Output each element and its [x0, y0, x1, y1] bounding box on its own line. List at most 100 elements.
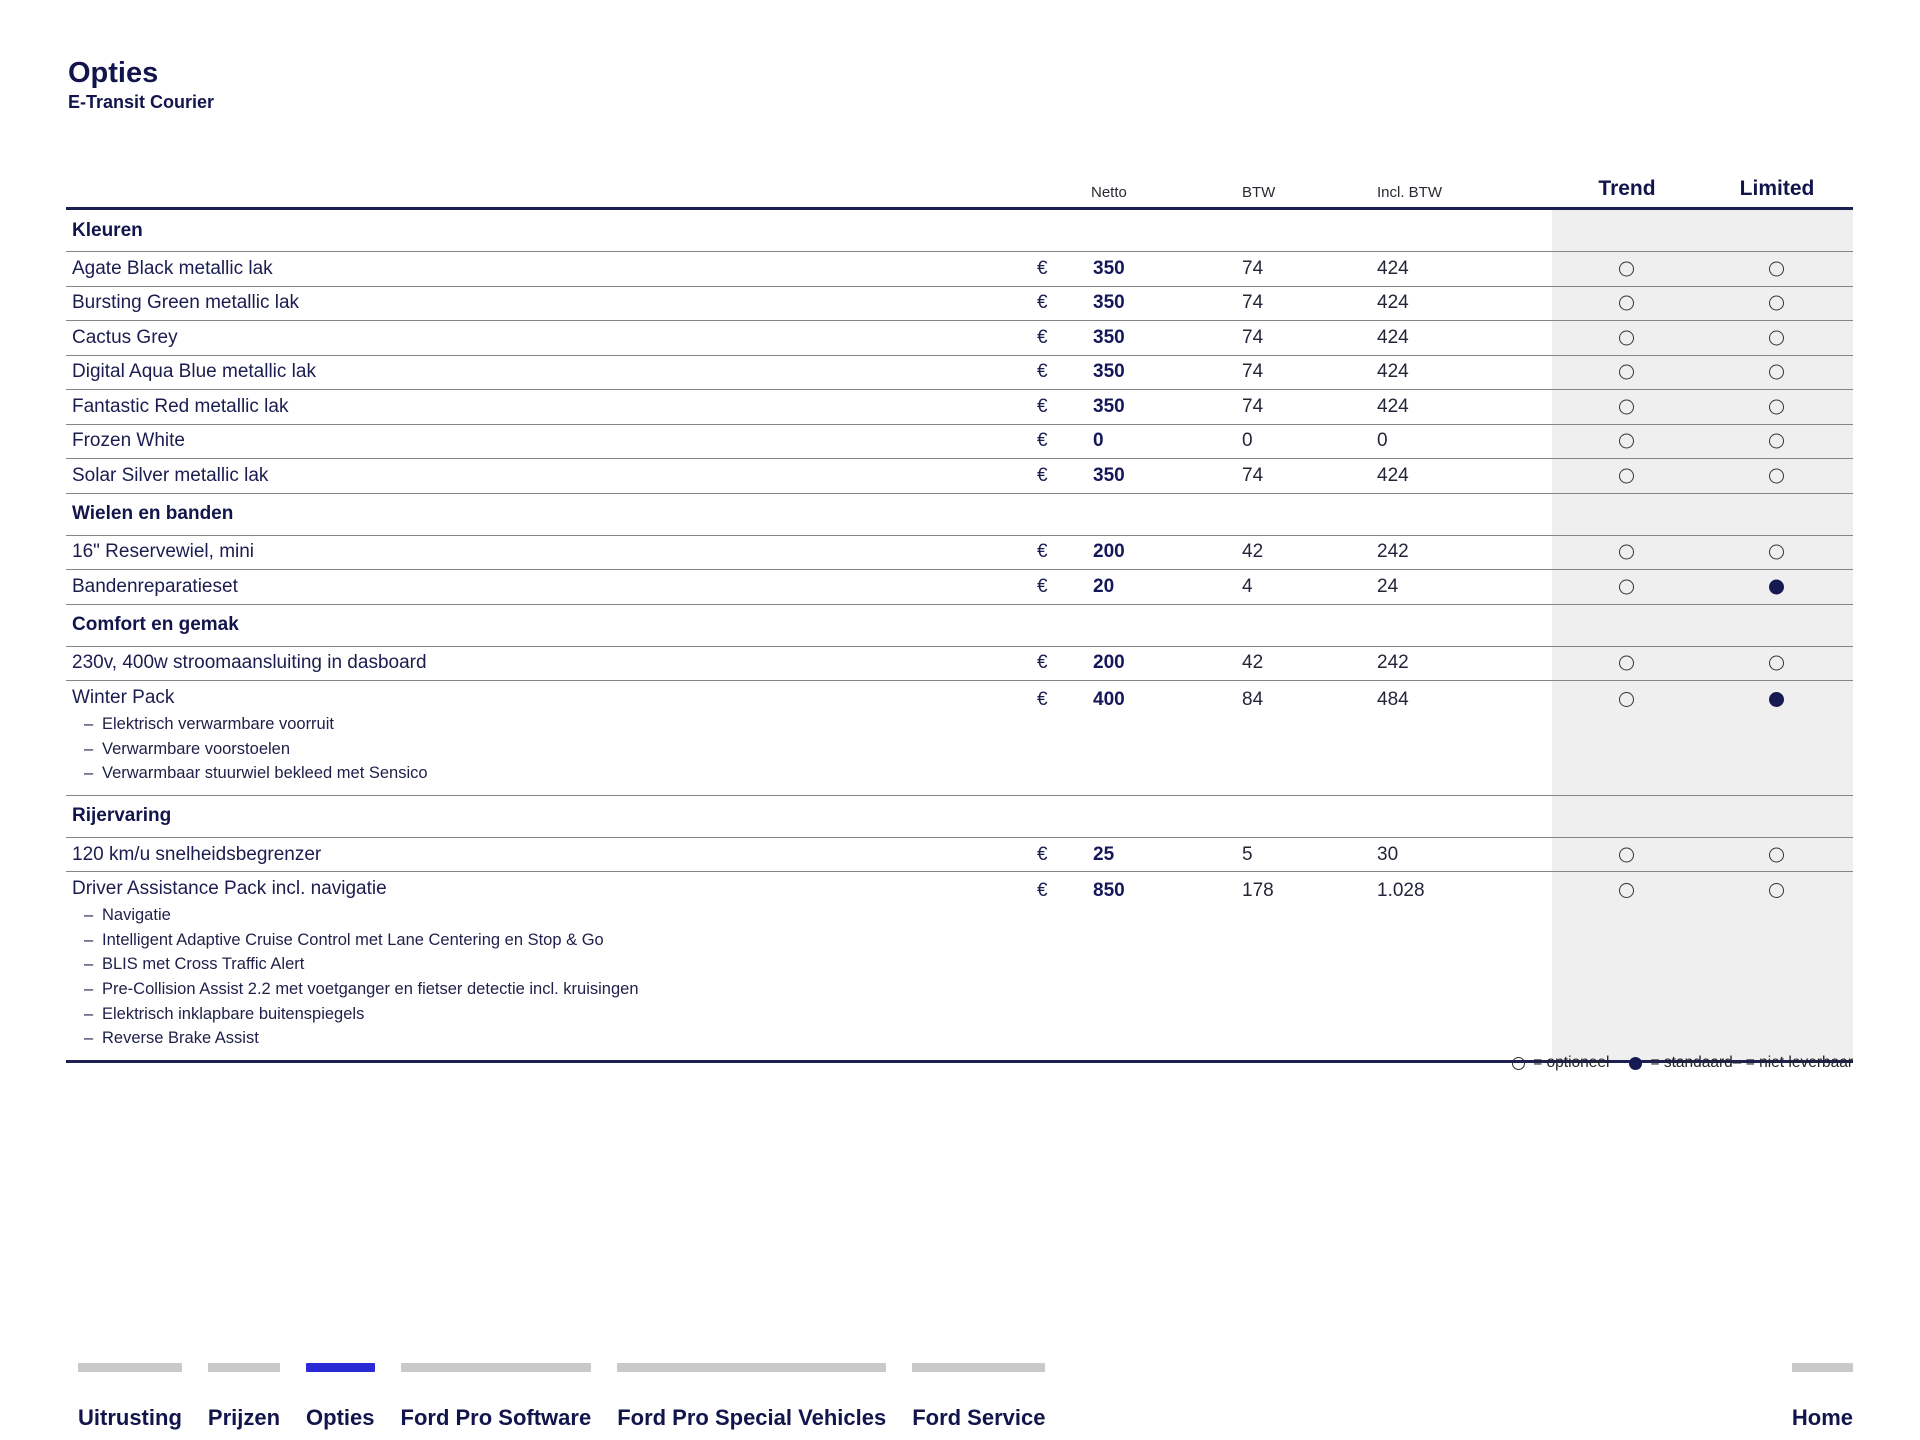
incl-btw-value: 424 [1377, 361, 1409, 383]
tab-indicator-bar [400, 1363, 592, 1372]
option-row: Cactus Grey €350 74 424 [66, 321, 1853, 356]
incl-btw-value: 424 [1377, 395, 1409, 417]
sub-item-dash: – [84, 739, 94, 758]
option-row: Bandenreparatieset €20 4 24 [66, 570, 1853, 605]
option-label: Digital Aqua Blue metallic lak [72, 361, 316, 383]
currency-symbol: € [1037, 464, 1048, 486]
tab-label[interactable]: Ford Pro Software [400, 1405, 592, 1430]
btw-value: 42 [1242, 652, 1264, 674]
optional-circle-icon [1769, 364, 1784, 380]
optional-circle-icon [1769, 295, 1784, 311]
page-subtitle: E-Transit Courier [68, 92, 215, 112]
sub-item-label: Reverse Brake Assist [102, 1029, 259, 1048]
optional-circle-icon [1769, 433, 1784, 449]
btw-value: 5 [1242, 843, 1253, 865]
sub-item-dash: – [84, 764, 94, 783]
optional-circle-icon [1769, 261, 1784, 277]
sub-item: – Verwarmbare voorstoelen [84, 737, 1853, 762]
sub-item-dash: – [84, 715, 94, 733]
standard-circle-icon [1629, 1056, 1643, 1070]
tab-bar-home [1791, 1363, 1853, 1372]
tab-uitrusting[interactable]: Uitrusting [78, 1363, 182, 1430]
btw-value: 74 [1242, 326, 1264, 348]
option-row: Frozen White €0 0 0 [66, 425, 1853, 459]
tab-ford-pro-software[interactable]: Ford Pro Software [400, 1363, 592, 1430]
section-label: Wielen en banden [72, 503, 234, 524]
optional-circle-icon [1619, 847, 1634, 863]
option-label: Winter Pack [72, 687, 175, 708]
currency-symbol: € [1037, 430, 1048, 452]
sub-item: – Reverse Brake Assist [84, 1026, 1853, 1051]
optional-circle-icon [1769, 655, 1784, 671]
legend: = optioneel = standaard – = niet leverba… [1512, 1054, 1853, 1072]
option-label: 16" Reservewiel, mini [72, 541, 255, 563]
option-sub-items: – Elektrisch verwarmbare voorruit – Verwarm… [84, 712, 1853, 786]
optional-circle-icon [1619, 883, 1634, 899]
sub-item-label: Navigatie [102, 906, 171, 925]
column-header-incl-btw: Incl. BTW [1377, 184, 1443, 201]
incl-btw-value: 424 [1377, 292, 1409, 314]
incl-btw-value: 30 [1377, 843, 1399, 865]
netto-value: 350 [1093, 257, 1125, 279]
option-label: Agate Black metallic lak [72, 257, 273, 279]
option-row: Winter Pack – Elektrisch verwarmbare voorr… [66, 681, 1853, 796]
tab-ford-service[interactable]: Ford Service [912, 1363, 1046, 1430]
incl-btw-value: 242 [1377, 541, 1409, 563]
table-header-row: Netto BTW Incl. BTW Trend Limited [66, 168, 1853, 207]
currency-symbol: € [1037, 292, 1048, 314]
option-row: Agate Black metallic lak €350 74 424 [66, 252, 1853, 287]
option-label: Bursting Green metallic lak [72, 292, 300, 314]
option-row: 230v, 400w stroomaansluiting in dasboard… [66, 647, 1853, 681]
sub-item: – Intelligent Adaptive Cruise Control met… [84, 928, 1853, 953]
netto-value: 850 [1093, 880, 1125, 902]
sub-item: – Pre-Collision Assist 2.2 met voetganger… [84, 977, 1853, 1002]
tab-label-home[interactable]: Home [1791, 1405, 1853, 1430]
tab-label[interactable]: Ford Service [912, 1405, 1046, 1430]
sub-item-dash: – [84, 980, 94, 999]
btw-value: 74 [1242, 464, 1264, 486]
option-label: 230v, 400w stroomaansluiting in dasboard [72, 652, 427, 674]
title-block: Opties E-Transit Courier [68, 58, 214, 113]
sub-item: – Navigatie [84, 903, 1853, 928]
currency-symbol: € [1037, 395, 1048, 417]
currency-symbol: € [1037, 843, 1048, 865]
tab-label[interactable]: Opties [306, 1405, 375, 1430]
tab-label[interactable]: Ford Pro Special Vehicles [617, 1405, 887, 1430]
netto-value: 350 [1093, 464, 1125, 486]
tab-indicator-bar [306, 1363, 375, 1372]
optional-circle-icon [1769, 544, 1784, 560]
currency-symbol: € [1037, 326, 1048, 348]
sub-item-label: Elektrisch inklapbare buitenspiegels [102, 1004, 365, 1023]
optional-circle-icon [1619, 579, 1634, 595]
option-label: Frozen White [72, 430, 185, 452]
netto-value: 350 [1093, 361, 1125, 383]
legend-standard-label: = standaard [1650, 1054, 1733, 1071]
tab-ford-pro-special-vehicles[interactable]: Ford Pro Special Vehicles [617, 1363, 887, 1430]
option-row: Fantastic Red metallic lak €350 74 424 [66, 390, 1853, 425]
currency-symbol: € [1037, 652, 1048, 674]
tab-label[interactable]: Uitrusting [78, 1405, 182, 1430]
tab-opties[interactable]: Opties [306, 1363, 375, 1430]
option-label: Solar Silver metallic lak [72, 464, 269, 486]
optional-circle-icon [1769, 399, 1784, 415]
header-divider [66, 207, 1853, 210]
incl-btw-value: 0 [1377, 430, 1388, 452]
column-header-netto: Netto [1091, 184, 1127, 201]
optional-circle-icon [1619, 399, 1634, 415]
netto-value: 350 [1093, 292, 1125, 314]
tab-indicator-bar [912, 1363, 1046, 1372]
incl-btw-value: 242 [1377, 652, 1409, 674]
option-label: Bandenreparatieset [72, 575, 238, 597]
sub-item-dash: – [84, 1029, 94, 1048]
btw-value: 74 [1242, 257, 1264, 279]
tab-home[interactable]: Home [1791, 1363, 1853, 1430]
btw-value: 4 [1242, 575, 1253, 597]
standard-circle-icon [1769, 579, 1784, 595]
tab-prijzen[interactable]: Prijzen [207, 1363, 281, 1430]
btw-value: 74 [1242, 395, 1264, 417]
page-title: Opties [68, 57, 159, 89]
tab-label[interactable]: Prijzen [207, 1405, 281, 1430]
optional-circle-icon [1619, 468, 1634, 484]
tab-indicator-bar [617, 1363, 887, 1372]
optional-circle-icon [1769, 330, 1784, 346]
